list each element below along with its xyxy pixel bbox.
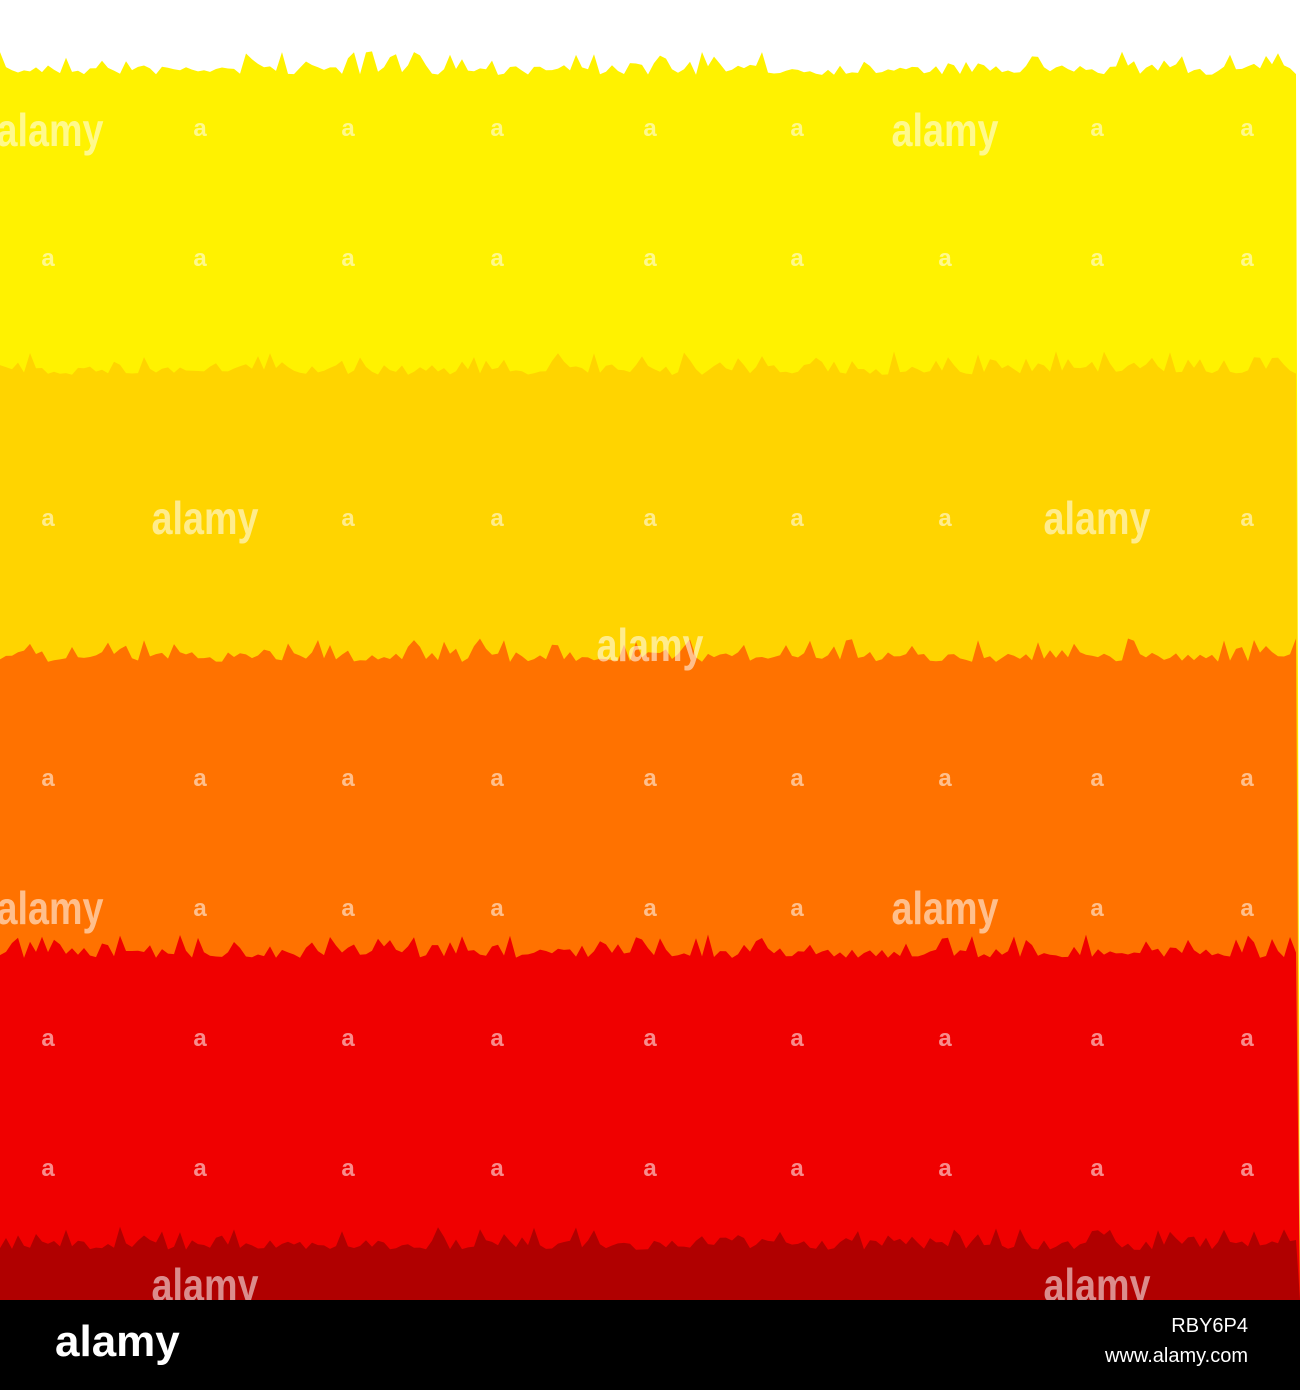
watermark-mark: a — [193, 895, 207, 922]
watermark-mark: a — [41, 765, 55, 792]
watermark-mark: a — [1240, 1025, 1254, 1052]
watermark-mark: a — [790, 245, 804, 272]
watermark-mark: a — [1240, 895, 1254, 922]
brush-stripes — [0, 51, 1300, 1300]
watermark-mark: a — [643, 115, 657, 142]
watermark-mark: a — [1090, 245, 1104, 272]
watermark-mark: a — [938, 1155, 952, 1182]
watermark-mark: a — [490, 115, 504, 142]
footer-bar — [0, 1300, 1300, 1390]
watermark-mark: a — [490, 1025, 504, 1052]
watermark-mark: a — [341, 115, 355, 142]
watermark-mark: a — [790, 115, 804, 142]
watermark-mark: a — [193, 765, 207, 792]
watermark-mark: a — [1240, 115, 1254, 142]
watermark-mark: a — [643, 895, 657, 922]
watermark-mark: a — [643, 765, 657, 792]
watermark-mark: a — [341, 765, 355, 792]
watermark-mark: a — [41, 1025, 55, 1052]
watermark-mark: a — [490, 765, 504, 792]
watermark-mark: a — [643, 505, 657, 532]
watermark-mark: a — [490, 895, 504, 922]
watermark-mark: a — [790, 765, 804, 792]
footer-url: www.alamy.com — [1104, 1345, 1248, 1367]
watermark-mark: a — [193, 1025, 207, 1052]
watermark-mark: a — [341, 895, 355, 922]
watermark: alamy — [597, 619, 704, 670]
watermark-mark: a — [1090, 765, 1104, 792]
watermark: alamy — [0, 104, 104, 155]
watermark-mark: a — [341, 1025, 355, 1052]
watermark: alamy — [892, 882, 999, 933]
watermark-mark: a — [341, 505, 355, 532]
watermark-mark: a — [490, 1155, 504, 1182]
watermark-mark: a — [193, 245, 207, 272]
watermark-mark: a — [41, 245, 55, 272]
brush-stripe — [0, 934, 1300, 1300]
watermark-mark: a — [41, 505, 55, 532]
watermark-mark: a — [938, 245, 952, 272]
watermark-mark: a — [938, 1025, 952, 1052]
watermark-mark: a — [938, 765, 952, 792]
watermark-mark: a — [790, 1155, 804, 1182]
watermark-mark: a — [1090, 895, 1104, 922]
watermark-mark: a — [1090, 115, 1104, 142]
watermark: alamy — [1044, 492, 1151, 543]
watermark-mark: a — [790, 505, 804, 532]
watermark-mark: a — [41, 1155, 55, 1182]
watermark-mark: a — [1240, 505, 1254, 532]
watermark-mark: a — [643, 1025, 657, 1052]
watermark-mark: a — [1240, 765, 1254, 792]
watermark-mark: a — [643, 1155, 657, 1182]
watermark: alamy — [0, 882, 104, 933]
watermark-mark: a — [1090, 1155, 1104, 1182]
watermark-mark: a — [341, 1155, 355, 1182]
watermark-mark: a — [193, 1155, 207, 1182]
watermark-mark: a — [1240, 1155, 1254, 1182]
footer-logo: alamy — [55, 1317, 180, 1366]
watermark-mark: a — [341, 245, 355, 272]
watermark: alamy — [152, 492, 259, 543]
watermark-mark: a — [193, 115, 207, 142]
watermark-mark: a — [1240, 245, 1254, 272]
watermark-mark: a — [1090, 1025, 1104, 1052]
watermark-mark: a — [790, 895, 804, 922]
brush-stripe — [0, 1226, 1300, 1300]
watermark: alamy — [892, 104, 999, 155]
image-id: RBY6P4 — [1171, 1315, 1248, 1337]
watermark-mark: a — [643, 245, 657, 272]
watermark-mark: a — [790, 1025, 804, 1052]
watermark-mark: a — [938, 505, 952, 532]
watermark-mark: a — [490, 245, 504, 272]
watermark-mark: a — [490, 505, 504, 532]
